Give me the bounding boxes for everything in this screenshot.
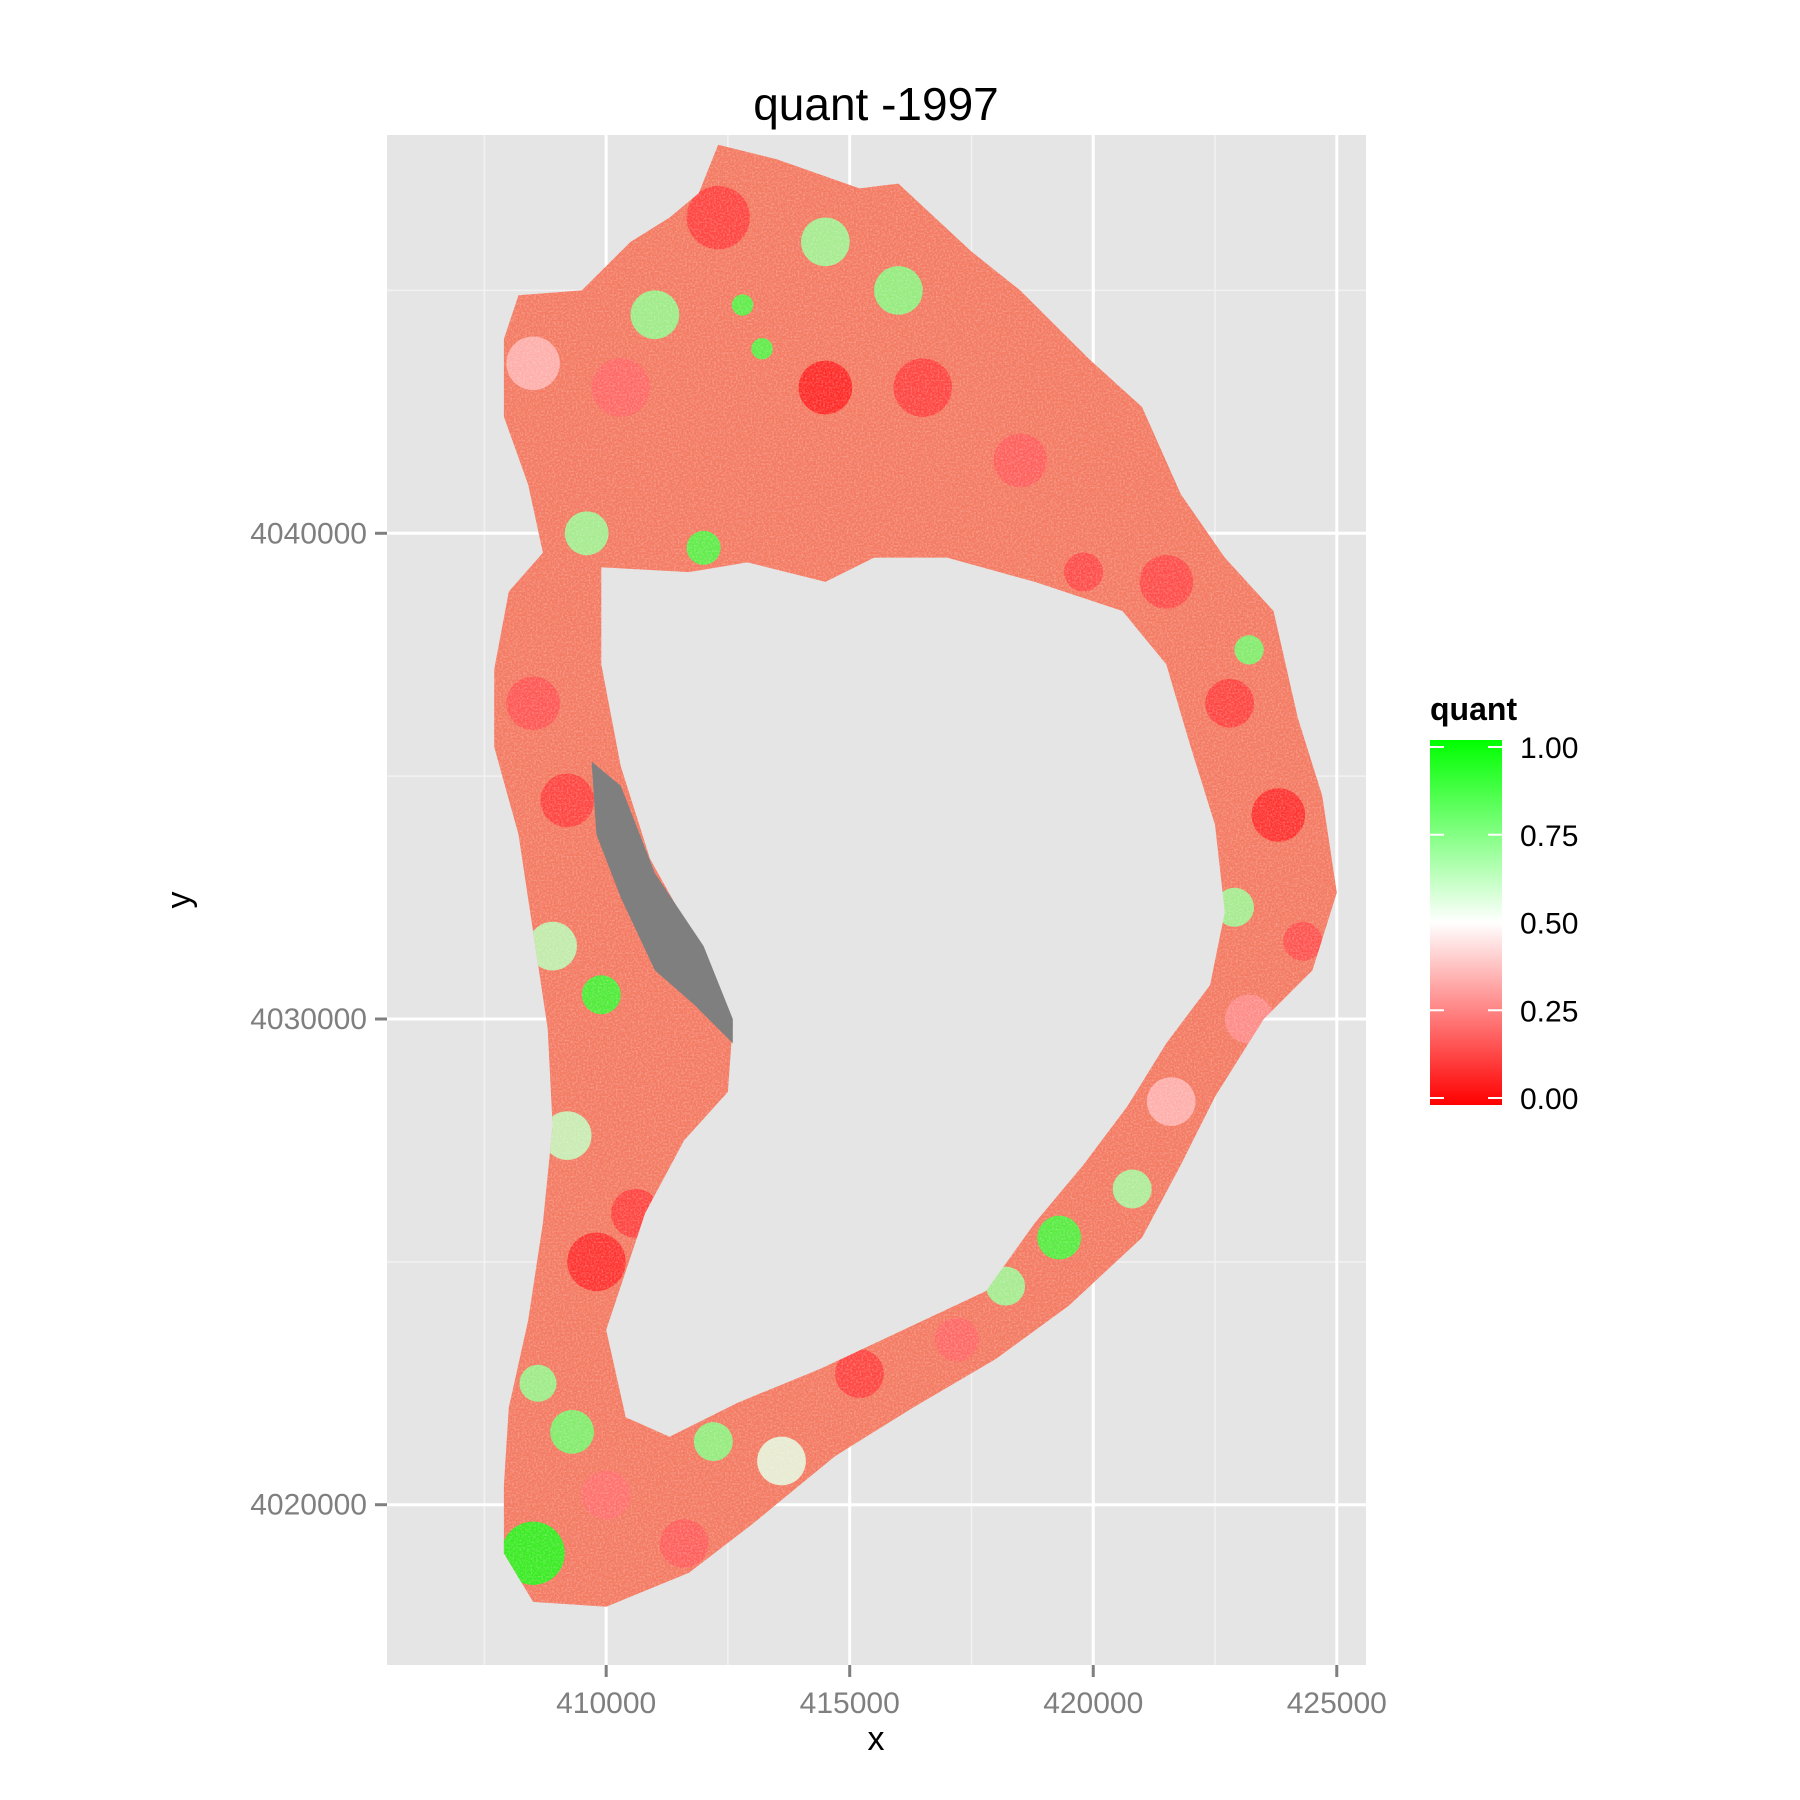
chart-title: quant -1997 [753, 78, 999, 130]
x-axis: 410000 415000 420000 425000 [556, 1665, 1387, 1720]
x-tick-label: 415000 [800, 1687, 900, 1720]
y-tick-label: 4040000 [250, 517, 367, 550]
legend-title: quant [1430, 691, 1517, 727]
legend: quant 1.00 0.75 0.50 0.25 0.00 [1430, 691, 1578, 1116]
y-axis: 4020000 4030000 4040000 [250, 517, 387, 1522]
legend-tick-label: 1.00 [1520, 732, 1578, 765]
y-tick-label: 4030000 [250, 1003, 367, 1036]
x-tick-label: 410000 [556, 1687, 656, 1720]
na-region [591, 761, 733, 1044]
interior-hole [601, 557, 1225, 1437]
legend-ticks: 1.00 0.75 0.50 0.25 0.00 [1430, 732, 1578, 1116]
x-tick-label: 425000 [1287, 1687, 1387, 1720]
legend-tick-label: 0.75 [1520, 820, 1578, 853]
x-axis-title: x [868, 1720, 885, 1758]
legend-tick-label: 0.00 [1520, 1083, 1578, 1116]
y-axis-title: y [160, 892, 198, 909]
legend-tick-label: 0.25 [1520, 995, 1578, 1028]
y-tick-label: 4020000 [250, 1489, 367, 1522]
legend-tick-label: 0.50 [1520, 908, 1578, 941]
x-tick-label: 420000 [1043, 1687, 1143, 1720]
